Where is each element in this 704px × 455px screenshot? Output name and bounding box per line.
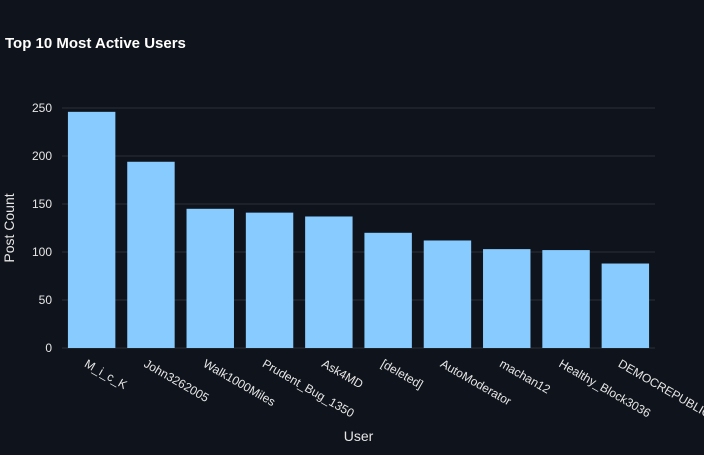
y-axis-ticks: 0 50 100 150 200 250	[32, 101, 52, 355]
x-tick-label: Ask4MD	[319, 356, 366, 391]
bar[interactable]	[186, 208, 234, 348]
bar[interactable]	[542, 250, 590, 348]
bar[interactable]	[305, 216, 353, 348]
chart-title: Top 10 Most Active Users	[5, 35, 186, 52]
y-axis-label: Post Count	[1, 193, 17, 262]
y-tick-label: 200	[32, 149, 52, 163]
x-tick-label: [deleted]	[379, 356, 426, 391]
bar[interactable]	[364, 232, 412, 348]
x-tick-label: DEMOCREPUBLICAN	[616, 356, 704, 429]
bar[interactable]	[423, 240, 472, 348]
x-tick-label: M_i_c_K	[82, 356, 129, 391]
y-tick-label: 50	[39, 293, 53, 307]
y-tick-label: 250	[32, 101, 52, 115]
x-tick-label: John3262005	[141, 356, 211, 405]
bars	[67, 111, 650, 348]
bar[interactable]	[483, 249, 531, 348]
bar[interactable]	[127, 161, 175, 348]
y-tick-label: 100	[32, 245, 52, 259]
x-axis-ticks: M_i_c_K John3262005Walk1000MilesPrudent_B…	[82, 356, 704, 429]
bar[interactable]	[245, 212, 294, 348]
y-tick-label: 150	[32, 197, 52, 211]
bar[interactable]	[601, 263, 650, 348]
x-axis-label: User	[344, 428, 374, 444]
y-tick-label: 0	[45, 341, 52, 355]
bar[interactable]	[67, 111, 116, 348]
